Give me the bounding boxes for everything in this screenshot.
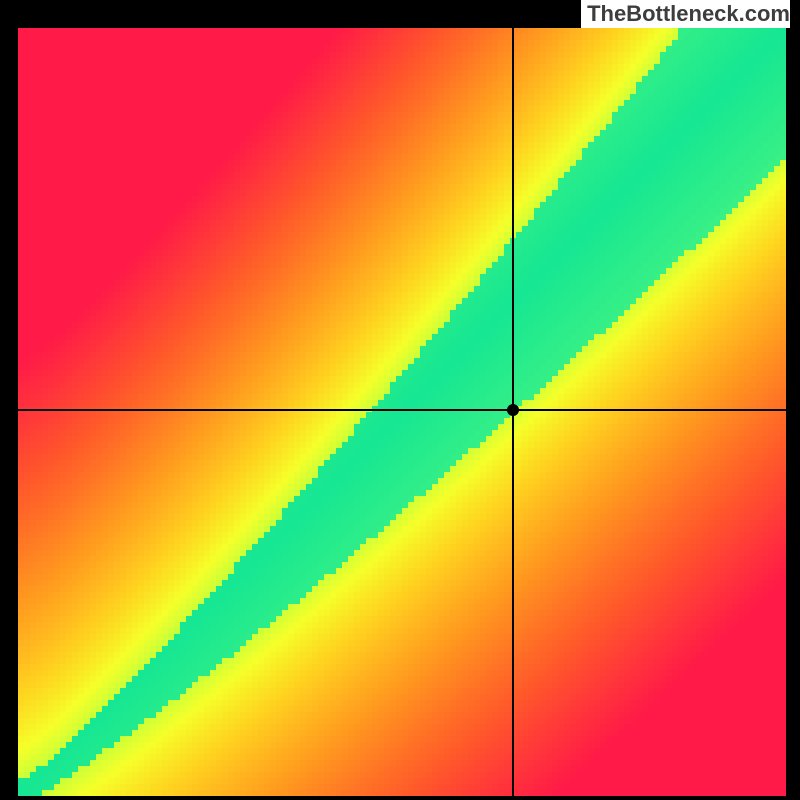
source-watermark: TheBottleneck.com [581, 0, 790, 28]
bottleneck-heatmap [18, 28, 786, 796]
crosshair-horizontal-line [18, 409, 786, 411]
chart-frame: TheBottleneck.com [0, 0, 800, 800]
crosshair-marker-dot [507, 404, 519, 416]
